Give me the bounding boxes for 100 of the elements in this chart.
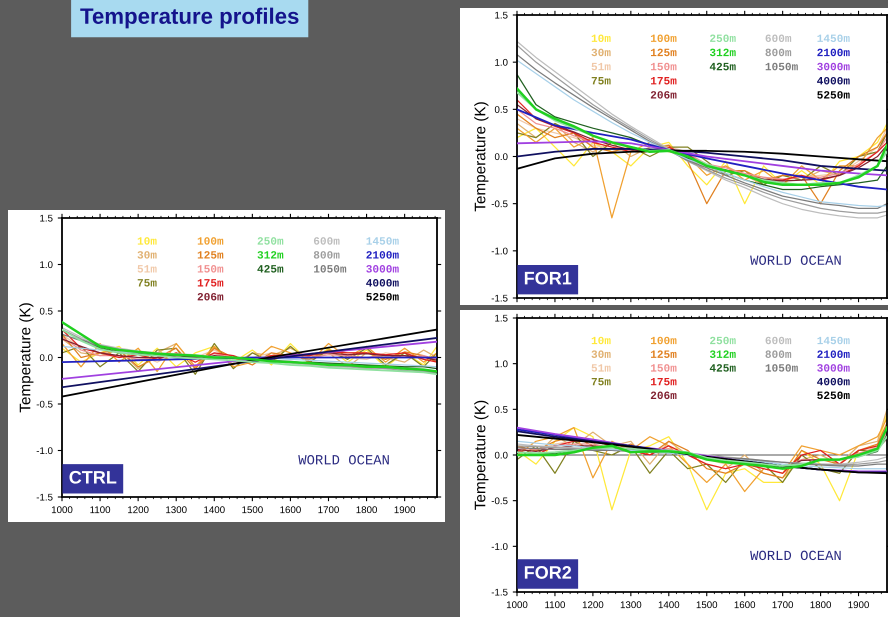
text: 10m [138, 237, 157, 245]
y-tick-label: 1.0 [495, 360, 508, 368]
text: 206m [198, 292, 224, 300]
text: 250m [710, 336, 736, 344]
text: 4000m [366, 279, 399, 287]
text: 600m [766, 336, 792, 344]
x-tick-label: 1100 [545, 601, 566, 608]
annotation: WORLD OCEAN [750, 256, 841, 265]
text: 5250m [817, 91, 850, 99]
annotation: WORLD OCEAN [298, 455, 389, 464]
text: 2100m [817, 350, 850, 358]
x-tick-label: 1900 [394, 506, 416, 514]
text: 125m [650, 350, 676, 358]
annotation: FOR2 [524, 566, 572, 579]
x-tick-label: 1600 [280, 506, 301, 514]
y-tick-label: -1.5 [492, 294, 508, 302]
x-tick-label: 1200 [582, 601, 604, 608]
text: 125m [650, 48, 676, 56]
text: 150m [198, 265, 224, 273]
y-axis-title: Temperature (K) [19, 303, 34, 412]
text: 800m [765, 48, 792, 56]
text: 30m [592, 48, 611, 56]
text: 51m [138, 265, 157, 273]
x-tick-label: 1400 [658, 601, 680, 608]
y-tick-label: 1.0 [495, 58, 508, 66]
y-tick-label: 1.5 [40, 214, 53, 222]
text: 1050m [314, 265, 346, 273]
text: 5250m [817, 392, 850, 400]
y-axis-title: Temperature (K) [474, 400, 488, 510]
x-tick-label: 1200 [128, 506, 149, 514]
text: 312m [258, 251, 284, 259]
text: 75m [592, 378, 611, 386]
x-tick-label: 1900 [848, 601, 869, 608]
x-tick-label: 1500 [242, 506, 263, 514]
text: 100m [650, 34, 676, 42]
y-tick-label: -1.0 [492, 248, 508, 254]
text: 425m [257, 265, 284, 273]
y-tick-label: 0.5 [40, 308, 53, 315]
text: 4000m [817, 76, 850, 84]
x-tick-label: 1000 [52, 506, 72, 514]
x-tick-label: 1300 [166, 506, 187, 514]
text: 51m [592, 364, 611, 372]
annotation: FOR1 [524, 272, 572, 285]
y-tick-label: 0.0 [494, 452, 508, 459]
x-tick-label: 1500 [696, 601, 718, 608]
text: 30m [138, 251, 157, 259]
text: 150m [650, 364, 676, 372]
y-tick-label: -0.5 [36, 400, 53, 408]
text: 312m [710, 350, 736, 358]
x-tick-label: 1100 [90, 506, 110, 514]
text: 75m [138, 279, 157, 287]
x-tick-label: 1800 [810, 601, 832, 608]
text: 3000m [817, 364, 850, 372]
text: 800m [765, 350, 792, 358]
text: 5250m [366, 292, 399, 300]
chart-title: Temperature profiles [80, 8, 298, 28]
y-tick-label: 1.5 [495, 12, 508, 19]
text: 800m [314, 251, 340, 259]
text: 100m [198, 237, 224, 245]
x-tick-label: 1000 [506, 601, 528, 608]
text: 600m [314, 237, 340, 245]
text: 150m [650, 62, 676, 70]
text: 1450m [817, 34, 850, 42]
text: 425m [710, 62, 736, 70]
y-tick-label: 0.5 [494, 406, 508, 413]
text: 30m [592, 350, 611, 358]
y-axis-title: Temperature (K) [474, 102, 488, 212]
y-tick-label: 1.0 [40, 261, 53, 268]
text: 175m [650, 378, 676, 386]
text: 2100m [366, 251, 399, 259]
text: 51m [592, 62, 611, 70]
text: 3000m [366, 265, 399, 273]
text: 100m [650, 336, 676, 344]
text: 206m [650, 91, 676, 99]
y-tick-label: 0.0 [494, 153, 508, 160]
x-tick-label: 1700 [318, 506, 339, 514]
x-tick-label: 1700 [772, 601, 794, 608]
y-tick-label: -1.5 [492, 588, 508, 596]
text: 1450m [366, 237, 399, 245]
text: 10m [592, 34, 611, 42]
text: 3000m [817, 62, 850, 70]
y-tick-label: -0.5 [492, 200, 508, 208]
x-tick-label: 1400 [204, 506, 225, 514]
text: 1050m [766, 364, 798, 372]
text: 1050m [766, 62, 798, 70]
y-tick-label: 0.0 [40, 354, 53, 362]
text: 4000m [817, 378, 850, 386]
text: 1450m [817, 336, 850, 344]
text: 312m [710, 48, 736, 56]
y-tick-label: 1.5 [495, 314, 508, 322]
text: 10m [592, 336, 611, 344]
text: 250m [258, 237, 284, 245]
y-tick-label: -1.0 [36, 447, 53, 454]
y-tick-label: -1.0 [492, 543, 508, 550]
y-tick-label: 0.5 [494, 106, 508, 113]
text: 125m [198, 251, 224, 259]
x-tick-label: 1600 [734, 601, 756, 608]
x-tick-label: 1300 [620, 601, 642, 608]
x-tick-label: 1800 [356, 506, 378, 514]
text: 2100m [817, 48, 850, 56]
